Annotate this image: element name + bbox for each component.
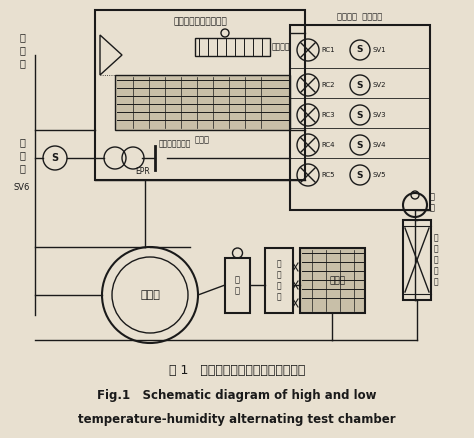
Text: SV5: SV5 <box>373 172 386 178</box>
Text: 油
分: 油 分 <box>235 276 240 296</box>
Text: RC1: RC1 <box>321 47 335 53</box>
Text: S: S <box>357 170 363 180</box>
Text: 压缩机: 压缩机 <box>140 290 160 300</box>
Bar <box>115 75 290 130</box>
Text: 图 1   高低温交变湿热试验箱实验装置: 图 1 高低温交变湿热试验箱实验装置 <box>169 364 305 377</box>
Text: EPR: EPR <box>136 167 150 177</box>
Text: S: S <box>357 141 363 149</box>
Text: S: S <box>357 46 363 54</box>
Bar <box>300 248 365 313</box>
Text: SV2: SV2 <box>373 82 386 88</box>
Bar <box>95 10 305 180</box>
Text: RC4: RC4 <box>321 142 335 148</box>
Text: RC5: RC5 <box>321 172 335 178</box>
Text: 高低温交变湿热试验箱: 高低温交变湿热试验箱 <box>173 18 227 27</box>
Text: 干
燥
过
滤
器: 干 燥 过 滤 器 <box>434 233 438 287</box>
Text: RC3: RC3 <box>321 112 335 118</box>
Bar <box>290 25 430 210</box>
Text: 视
镜: 视 镜 <box>430 192 435 212</box>
Text: 循环风扇: 循环风扇 <box>272 42 291 52</box>
Text: SV1: SV1 <box>373 47 387 53</box>
Text: 电
加
热: 电 加 热 <box>19 32 25 68</box>
Text: Fig.1   Schematic diagram of high and low: Fig.1 Schematic diagram of high and low <box>97 389 377 402</box>
Text: 蒸发器: 蒸发器 <box>195 135 210 145</box>
Text: 电
磁
阀: 电 磁 阀 <box>19 137 25 173</box>
Bar <box>195 38 270 56</box>
Bar <box>265 248 293 313</box>
Text: SV6: SV6 <box>14 184 30 192</box>
Text: SV4: SV4 <box>373 142 386 148</box>
Text: S: S <box>357 81 363 89</box>
Text: 冷凝器: 冷凝器 <box>329 276 346 285</box>
Text: S: S <box>357 110 363 120</box>
Text: SV3: SV3 <box>373 112 387 118</box>
Text: 循
环
风
扇: 循 环 风 扇 <box>277 259 281 302</box>
Text: S: S <box>52 153 59 163</box>
Bar <box>225 258 250 313</box>
Text: 蒸发压力调节阀: 蒸发压力调节阀 <box>159 139 191 148</box>
Bar <box>403 220 431 300</box>
Text: RC2: RC2 <box>321 82 335 88</box>
Text: 膨胀阀组  电磁阀组: 膨胀阀组 电磁阀组 <box>337 13 383 21</box>
Text: temperature-humidity alternating test chamber: temperature-humidity alternating test ch… <box>78 413 396 427</box>
